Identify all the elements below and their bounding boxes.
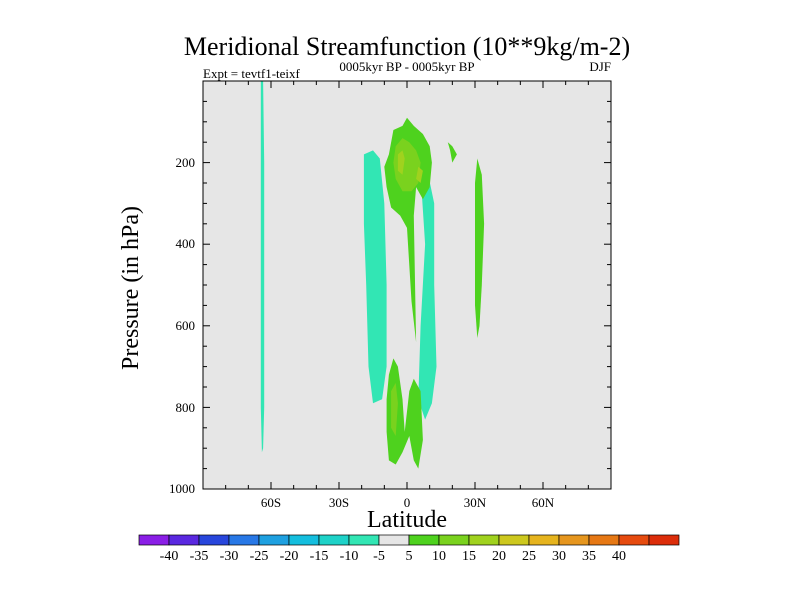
colorbar-box <box>378 534 410 546</box>
y-tick-1000: 1000 <box>169 481 195 496</box>
y-tick-200: 200 <box>176 155 196 170</box>
colorbar-box <box>258 534 290 546</box>
cb-label: -25 <box>250 549 269 564</box>
y-axis-label: Pressure (in hPa) <box>118 206 144 370</box>
colorbar-box <box>618 534 650 546</box>
contour-region-cell-upper-positive-15 <box>397 150 405 175</box>
colorbar-box <box>558 534 590 546</box>
y-tick-400: 400 <box>176 236 196 251</box>
contour-region-cell-upper-positive-10 <box>393 138 421 192</box>
cb-label: 15 <box>462 549 476 564</box>
colorbar-box <box>588 534 620 546</box>
cb-label: -5 <box>373 549 385 564</box>
contour-region-band-70s <box>260 81 265 453</box>
colorbar-box <box>438 534 470 546</box>
colorbar <box>138 534 680 546</box>
cb-label: -35 <box>190 549 209 564</box>
contour-region-cell-lower-positive-10 <box>391 382 398 436</box>
contour-regions <box>260 81 485 469</box>
cb-label: -15 <box>310 549 329 564</box>
axis-ticks <box>202 80 612 490</box>
colorbar-box <box>288 534 320 546</box>
contour-region-cell-nh-30n <box>475 158 485 338</box>
y-tick-800: 800 <box>176 400 196 415</box>
contour-region-cell-nh-20n <box>447 142 457 163</box>
cb-label: -40 <box>160 549 179 564</box>
cb-label: -10 <box>340 549 359 564</box>
colorbar-box <box>138 534 170 546</box>
season-label: DJF <box>589 59 611 74</box>
colorbar-box <box>468 534 500 546</box>
cb-label: 10 <box>432 549 446 564</box>
experiment-label: Expt = tevtf1-teixf <box>203 66 301 81</box>
cb-label: 40 <box>612 549 626 564</box>
colorbar-labels: -40 -35 -30 -25 -20 -15 -10 -5 5 10 15 2… <box>160 549 626 564</box>
contour-region-cell-sh-upper-left <box>363 150 387 404</box>
x-tick-60s: 60S <box>261 495 281 510</box>
x-tick-30s: 30S <box>329 495 349 510</box>
x-axis-label: Latitude <box>367 507 447 533</box>
chart-title: Meridional Streamfunction (10**9kg/m-2) <box>184 32 630 61</box>
colorbar-box <box>318 534 350 546</box>
x-tick-30n: 30N <box>464 495 487 510</box>
contour-region-cell-sh-right <box>418 170 437 420</box>
cb-label: -30 <box>220 549 239 564</box>
cb-label: 5 <box>406 549 413 564</box>
period-label: 0005kyr BP - 0005kyr BP <box>339 59 474 74</box>
colorbar-box <box>228 534 260 546</box>
contour-region-cell-upper-positive-15b <box>416 166 423 183</box>
cb-label: 35 <box>582 549 596 564</box>
y-tick-600: 600 <box>176 318 196 333</box>
colorbar-box <box>498 534 530 546</box>
cb-label: 25 <box>522 549 536 564</box>
colorbar-box <box>528 534 560 546</box>
colorbar-box <box>168 534 200 546</box>
cb-label: 20 <box>492 549 506 564</box>
colorbar-box <box>198 534 230 546</box>
x-tick-0: 0 <box>404 495 411 510</box>
cb-label: -20 <box>280 549 299 564</box>
x-tick-60n: 60N <box>532 495 555 510</box>
colorbar-box <box>408 534 440 546</box>
colorbar-box <box>648 534 680 546</box>
cb-label: 30 <box>552 549 566 564</box>
colorbar-box <box>348 534 380 546</box>
